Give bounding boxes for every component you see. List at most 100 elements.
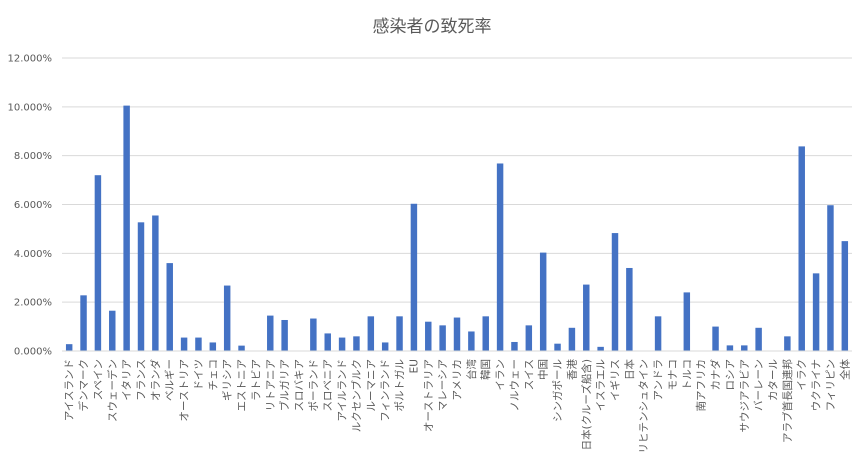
gridlines bbox=[62, 57, 852, 303]
x-tick-label: 日本(クルーズ船含) bbox=[580, 359, 593, 450]
x-tick-label: 日本 bbox=[623, 359, 636, 380]
bar bbox=[683, 292, 691, 351]
bar bbox=[798, 146, 805, 351]
x-tick-label: ウクライナ bbox=[811, 359, 823, 411]
bar bbox=[267, 315, 274, 351]
bar bbox=[741, 345, 748, 351]
bar bbox=[439, 325, 446, 351]
x-tick-label: 香港 bbox=[566, 359, 578, 380]
x-tick-label: シンガポール bbox=[552, 359, 564, 422]
bar bbox=[755, 327, 762, 351]
x-tick-label: イタリア bbox=[121, 359, 133, 401]
x-tick-label: ドイツ bbox=[193, 359, 205, 391]
bar bbox=[94, 175, 102, 351]
x-tick-label: アイルランド bbox=[337, 359, 349, 421]
x-tick-label: ギリシア bbox=[222, 359, 234, 401]
bar bbox=[554, 343, 561, 351]
bar bbox=[597, 346, 604, 351]
bar bbox=[539, 252, 547, 351]
x-tick-label: フランス bbox=[136, 359, 148, 401]
x-tick-label: モナコ bbox=[667, 359, 679, 391]
x-tick-label: オーストリア bbox=[179, 359, 191, 421]
bar bbox=[353, 336, 360, 351]
bar bbox=[654, 316, 662, 351]
bar bbox=[396, 316, 403, 351]
x-tick-label: アンドラ bbox=[653, 359, 665, 401]
y-axis-ticks: 0.000% 2.000% 4.000% 6.000% 8.000% 10.000% 12.… bbox=[8, 54, 53, 358]
bar bbox=[238, 345, 245, 351]
x-axis-ticks: アイスランド デンマーク スペイン スウェーデン イタリア フランス オランダ ベルギー オース… bbox=[64, 359, 852, 454]
bar bbox=[453, 317, 461, 351]
bar bbox=[324, 333, 331, 351]
x-tick-label: リトアニア bbox=[265, 359, 277, 411]
bar bbox=[626, 267, 633, 351]
x-tick-label: トルコ bbox=[681, 359, 693, 390]
chart-title: 感染者の致死率 bbox=[373, 17, 492, 37]
x-tick-label: スウェーデン bbox=[106, 359, 119, 422]
x-tick-label: 全体 bbox=[838, 359, 851, 380]
x-tick-label: フィリピン bbox=[825, 359, 837, 411]
x-tick-label: エストニア bbox=[236, 359, 248, 412]
bar bbox=[223, 285, 231, 351]
x-tick-label: イラク bbox=[796, 359, 808, 391]
bar bbox=[583, 284, 590, 351]
x-tick-label: イラン bbox=[495, 359, 507, 391]
bar bbox=[827, 205, 834, 351]
bar bbox=[209, 342, 217, 351]
x-tick-label: 南アフリカ bbox=[695, 359, 708, 412]
bar bbox=[784, 336, 791, 351]
bar bbox=[812, 273, 820, 351]
bar bbox=[525, 325, 533, 351]
x-tick-label: ラトビア bbox=[250, 359, 262, 401]
x-tick-label: カタール bbox=[768, 359, 780, 401]
bar bbox=[367, 316, 375, 351]
bar bbox=[310, 318, 317, 351]
bar bbox=[841, 241, 849, 352]
bar bbox=[109, 310, 116, 351]
x-tick-label: フィンランド bbox=[380, 359, 392, 422]
x-tick-label: 韓国 bbox=[480, 359, 492, 380]
x-tick-label: ポルトガル bbox=[394, 359, 406, 412]
x-tick-label: EU bbox=[408, 359, 420, 373]
x-tick-label: アメリカ bbox=[452, 359, 464, 400]
x-tick-label: ブルガリア bbox=[278, 359, 291, 411]
x-tick-label: オーストラリア bbox=[423, 359, 435, 432]
x-tick-label: ルクセンブルク bbox=[350, 359, 363, 432]
bar bbox=[410, 203, 418, 351]
x-tick-label: マレーシア bbox=[437, 359, 449, 411]
x-tick-label: アラブ首長国連邦 bbox=[781, 359, 794, 443]
bar bbox=[281, 319, 288, 351]
bar bbox=[180, 337, 188, 351]
bar bbox=[137, 222, 145, 351]
bar bbox=[726, 345, 734, 351]
y-tick-label: 6.000% bbox=[14, 200, 52, 211]
x-tick-label: チェコ bbox=[207, 359, 219, 391]
x-tick-label: 台湾 bbox=[465, 359, 478, 380]
x-tick-label: イギリス bbox=[610, 359, 622, 401]
bar bbox=[65, 344, 73, 351]
x-tick-label: ポーランド bbox=[308, 359, 320, 412]
bars bbox=[65, 105, 849, 352]
x-tick-label: リヒテンシュタイン bbox=[638, 359, 650, 454]
bar bbox=[425, 321, 432, 351]
bar bbox=[496, 163, 504, 351]
bar bbox=[511, 341, 518, 351]
x-tick-label: カナダ bbox=[709, 359, 722, 391]
y-tick-label: 4.000% bbox=[14, 249, 52, 260]
x-tick-label: スイス bbox=[523, 359, 535, 390]
x-tick-label: スペイン bbox=[92, 359, 104, 400]
x-tick-label: イスラエル bbox=[595, 359, 607, 411]
x-tick-label: ノルウェー bbox=[509, 359, 521, 412]
y-tick-label: 8.000% bbox=[14, 151, 52, 162]
x-tick-label: ベルギー bbox=[164, 359, 176, 401]
bar bbox=[611, 233, 619, 351]
x-tick-label: サウジアラビア bbox=[739, 359, 751, 433]
x-tick-label: 中国 bbox=[537, 359, 550, 380]
y-tick-label: 2.000% bbox=[14, 298, 52, 309]
bar bbox=[123, 105, 130, 351]
x-tick-label: ルーマニア bbox=[365, 359, 377, 412]
bar bbox=[712, 326, 719, 351]
bar bbox=[80, 295, 87, 351]
